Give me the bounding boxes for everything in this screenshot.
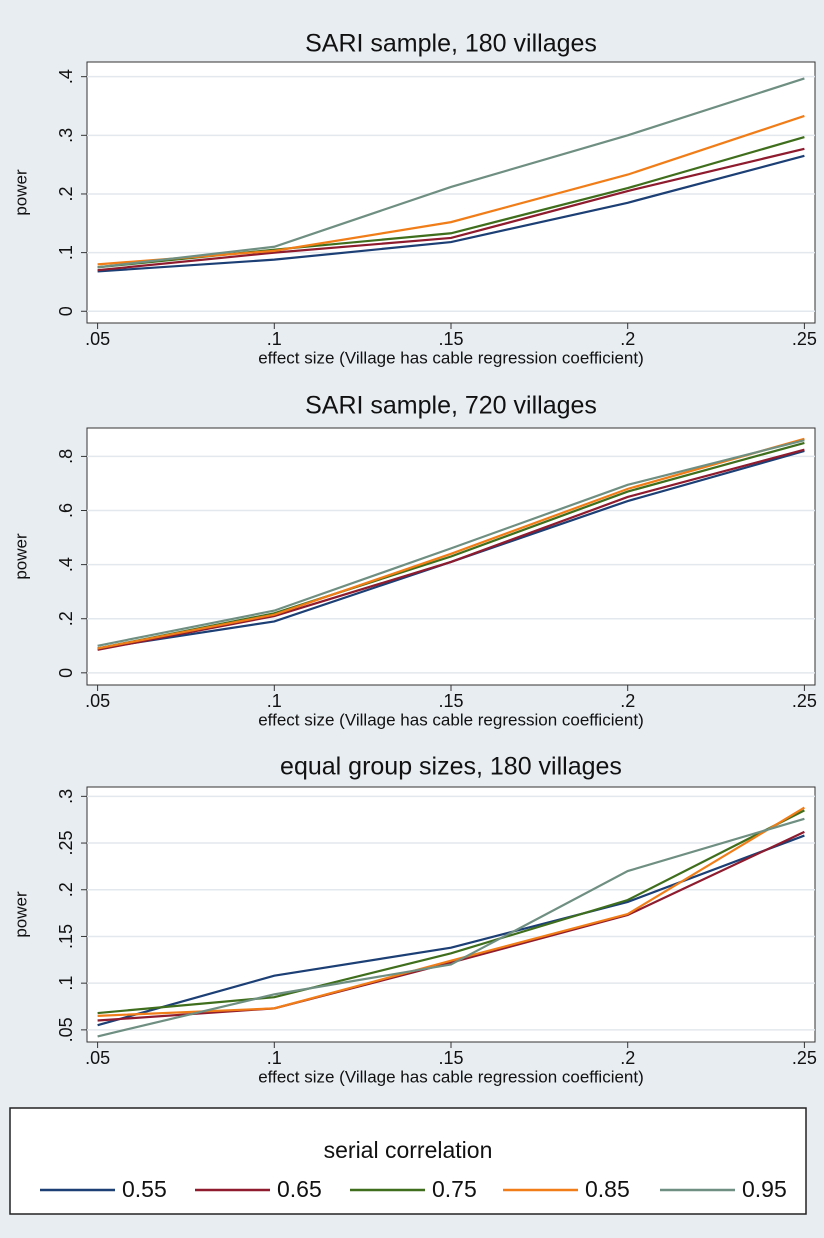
y-tick-label: .2: [56, 882, 76, 897]
series-line: [97, 809, 805, 1015]
x-tick-label: .05: [85, 329, 110, 349]
y-tick-label: 0: [56, 668, 76, 678]
series-line: [97, 448, 805, 651]
chart-title: equal group sizes, 180 villages: [280, 753, 622, 781]
x-tick-label: .1: [267, 329, 282, 349]
x-tick-label: .2: [620, 329, 635, 349]
series-line: [97, 77, 805, 269]
y-tick-label: .2: [56, 186, 76, 201]
y-tick-label: .05: [56, 1017, 76, 1042]
series-line: [97, 147, 805, 272]
x-tick-label: .15: [438, 1048, 463, 1068]
chart-title: SARI sample, 720 villages: [305, 392, 597, 420]
x-axis-label: effect size (Village has cable regressio…: [258, 710, 644, 729]
y-axis-label: power: [11, 891, 30, 938]
series-line: [97, 114, 805, 266]
legend-label: 0.95: [742, 1176, 787, 1202]
chart-title: SARI sample, 180 villages: [305, 30, 597, 58]
x-tick-label: .2: [620, 691, 635, 711]
plot-area: [86, 61, 816, 324]
y-tick-label: .4: [56, 557, 76, 572]
y-tick-label: .1: [56, 245, 76, 260]
x-tick-label: .25: [792, 691, 817, 711]
legend-label: 0.55: [122, 1176, 167, 1202]
x-tick-label: .25: [792, 1048, 817, 1068]
y-tick-label: .15: [56, 924, 76, 949]
x-tick-label: .15: [438, 691, 463, 711]
x-tick-label: .05: [85, 691, 110, 711]
y-tick-label: .3: [56, 789, 76, 804]
series-line: [97, 437, 805, 650]
y-tick-label: .3: [56, 128, 76, 143]
x-tick-label: .15: [438, 329, 463, 349]
legend-title: serial correlation: [324, 1137, 493, 1163]
y-axis-label: power: [11, 533, 30, 580]
series-line: [97, 817, 805, 1038]
x-tick-label: .25: [792, 329, 817, 349]
series-line: [97, 439, 805, 647]
y-axis-label: power: [11, 169, 30, 216]
x-axis-label: effect size (Village has cable regressio…: [258, 1067, 644, 1086]
series-line: [97, 154, 805, 273]
y-tick-label: .1: [56, 976, 76, 991]
x-tick-label: .2: [620, 1048, 635, 1068]
series-line: [97, 806, 805, 1017]
y-tick-label: .4: [56, 69, 76, 84]
y-tick-label: .2: [56, 611, 76, 626]
plot-area: [86, 786, 816, 1043]
y-tick-label: .6: [56, 503, 76, 518]
x-tick-label: .05: [85, 1048, 110, 1068]
series-line: [97, 830, 805, 1022]
legend-label: 0.65: [277, 1176, 322, 1202]
legend-label: 0.75: [432, 1176, 477, 1202]
x-tick-label: .1: [267, 691, 282, 711]
y-tick-label: 0: [56, 306, 76, 316]
x-tick-label: .1: [267, 1048, 282, 1068]
y-tick-label: .8: [56, 449, 76, 464]
x-axis-label: effect size (Village has cable regressio…: [258, 348, 644, 367]
y-tick-label: .25: [56, 831, 76, 856]
legend-box: [9, 1107, 807, 1215]
legend-label: 0.85: [585, 1176, 630, 1202]
